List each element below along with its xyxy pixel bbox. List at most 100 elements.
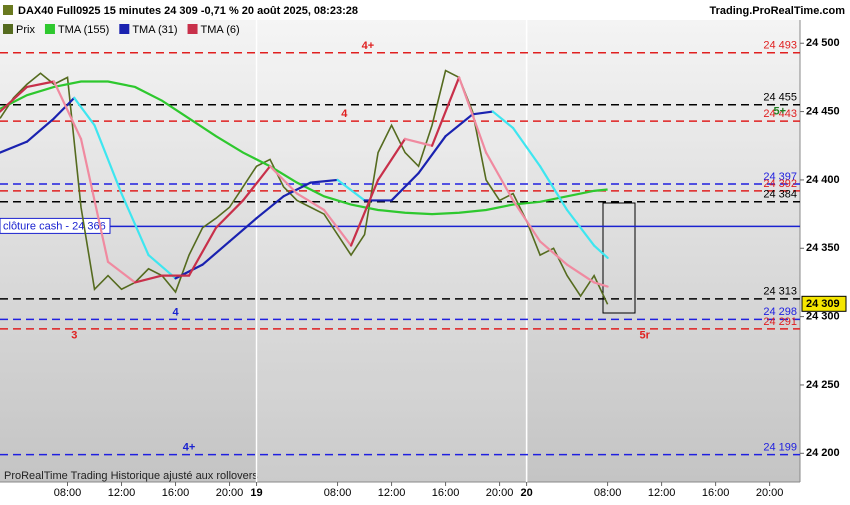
x-tick-label: 08:00 xyxy=(54,487,82,499)
series-segment xyxy=(457,76,488,154)
series-segment xyxy=(241,165,272,202)
series-segment xyxy=(228,217,258,243)
legend-box xyxy=(44,24,55,34)
last-price-label: 24 309 xyxy=(806,298,840,310)
series-segment xyxy=(52,96,76,120)
footer: ProRealTime Trading Historique ajusté au… xyxy=(4,470,258,482)
x-tick-label: 20:00 xyxy=(216,487,244,499)
source: Trading.ProRealTime.com xyxy=(709,5,845,17)
series-segment xyxy=(0,85,29,113)
series-segment xyxy=(565,208,596,247)
x-tick-label: 16:00 xyxy=(702,487,730,499)
x-tick-label: 20 xyxy=(520,487,532,499)
annotation: 5+ xyxy=(773,105,786,117)
legend-box xyxy=(3,24,13,34)
series-segment xyxy=(282,181,312,198)
level-label: 24 313 xyxy=(763,286,797,298)
annotation: 4+ xyxy=(362,40,375,52)
series-segment xyxy=(295,192,326,212)
series-segment xyxy=(565,263,596,284)
series-segment xyxy=(403,137,434,147)
series-line xyxy=(0,80,608,216)
y-tick-label: 24 300 xyxy=(806,311,840,323)
y-tick-label: 24 250 xyxy=(806,379,840,391)
series-segment xyxy=(214,199,245,229)
series-segment xyxy=(25,117,56,143)
x-tick-label: 20:00 xyxy=(756,487,784,499)
series-segment xyxy=(120,192,150,257)
header xyxy=(0,0,850,20)
x-axis-area xyxy=(0,482,800,500)
series-segment xyxy=(444,113,474,138)
x-tick-label: 12:00 xyxy=(378,487,406,499)
x-tick-label: 16:00 xyxy=(432,487,460,499)
x-tick-label: 08:00 xyxy=(594,487,622,499)
session-band xyxy=(258,20,528,482)
series-segment xyxy=(336,178,366,202)
legend-entry: TMA (155) xyxy=(58,24,109,36)
x-tick-label: 16:00 xyxy=(162,487,190,499)
title: DAX40 Full0925 15 minutes 24 309 -0,71 %… xyxy=(18,5,358,17)
series-segment xyxy=(309,178,339,184)
series-segment xyxy=(79,137,110,264)
series-segment xyxy=(511,126,542,168)
series-segment xyxy=(471,110,494,116)
series-segment xyxy=(538,240,569,266)
series-segment xyxy=(592,281,609,288)
series-segment xyxy=(25,80,56,89)
y-tick-label: 24 500 xyxy=(806,37,840,49)
y-tick-label: 24 200 xyxy=(806,447,840,459)
series-segment xyxy=(491,110,515,130)
plot-area xyxy=(0,20,800,482)
series-segment xyxy=(187,226,218,277)
level-label: 24 455 xyxy=(763,92,797,104)
annotation: 3 xyxy=(71,330,77,342)
logo-icon xyxy=(3,5,13,15)
series-segment xyxy=(133,274,164,284)
level-label: clôture cash - 24 366 xyxy=(3,220,106,232)
y-tick-label: 24 450 xyxy=(806,105,840,117)
level-label: 24 291 xyxy=(763,316,797,328)
series-segment xyxy=(511,199,542,243)
legend-entry: Prix xyxy=(16,24,35,36)
series-segment xyxy=(430,76,461,147)
y-axis-area xyxy=(800,20,850,500)
series-segment xyxy=(417,135,447,175)
series-segment xyxy=(93,124,123,195)
level-label: 24 392 xyxy=(763,178,797,190)
level-label: 24 397 xyxy=(763,171,797,183)
series-segment xyxy=(52,80,83,141)
series-segment xyxy=(73,96,96,127)
series-segment xyxy=(538,165,569,212)
y-tick-label: 24 350 xyxy=(806,242,840,254)
x-tick-label: 19 xyxy=(250,487,262,499)
x-tick-label: 12:00 xyxy=(108,487,136,499)
last-price-box xyxy=(801,295,847,312)
legend-entry: TMA (6) xyxy=(201,24,240,36)
annotation: 4 xyxy=(172,306,179,318)
annotation: 4+ xyxy=(183,442,196,454)
series-segment xyxy=(106,260,137,284)
legend-box xyxy=(119,24,130,34)
level-label: 24 298 xyxy=(763,306,797,318)
annotation: 5r xyxy=(640,330,651,342)
series-segment xyxy=(255,195,285,220)
y-tick-label: 24 400 xyxy=(806,174,840,186)
annotation: 4 xyxy=(341,108,348,120)
x-tick-label: 12:00 xyxy=(648,487,676,499)
projection-box xyxy=(602,202,636,314)
series-segment xyxy=(147,254,177,280)
series-segment xyxy=(592,244,609,259)
x-tick-label: 20:00 xyxy=(486,487,514,499)
series-segment xyxy=(376,137,407,182)
level-label: 24 493 xyxy=(763,40,797,52)
level-label-box xyxy=(0,217,111,234)
legend-box xyxy=(187,24,198,34)
level-label: 24 384 xyxy=(763,189,797,201)
series-segment xyxy=(268,165,299,195)
level-label: 24 199 xyxy=(763,442,797,454)
series-segment xyxy=(349,178,380,247)
series-segment xyxy=(0,140,29,154)
series-segment xyxy=(484,151,515,202)
